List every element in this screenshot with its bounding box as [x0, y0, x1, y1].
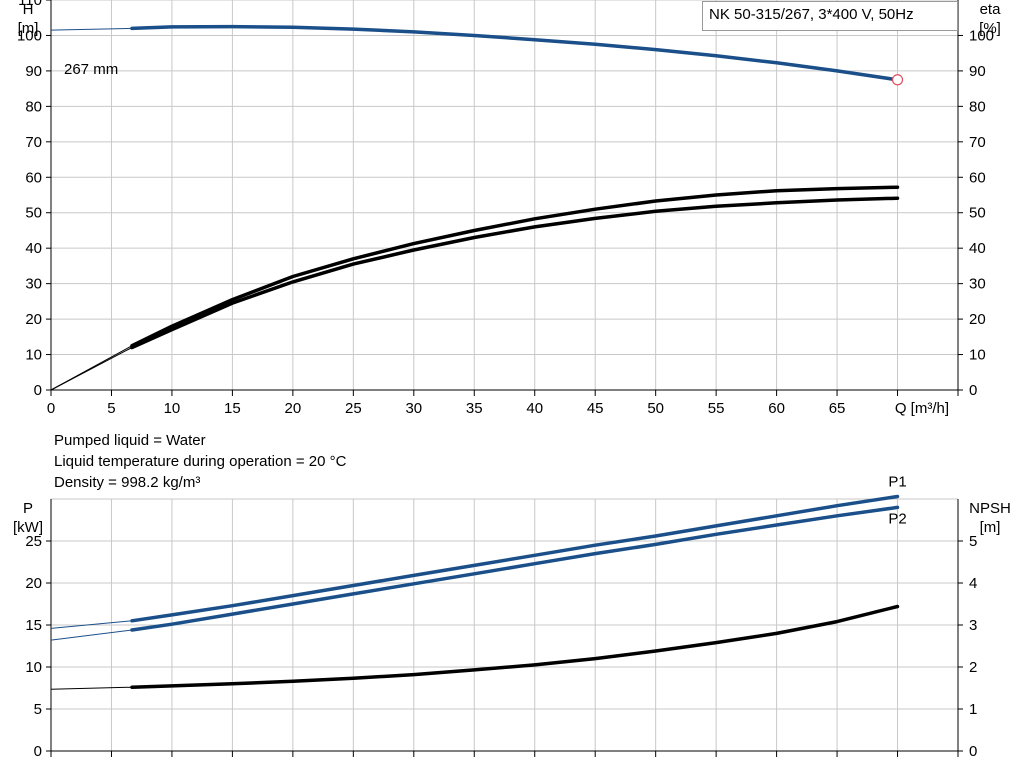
y-tick-label-right: 80 [969, 98, 986, 115]
y-tick-label-left: 50 [25, 205, 42, 222]
x-tick-label: 15 [224, 400, 241, 417]
y-tick-label-right: 1 [969, 701, 977, 718]
series-label-P1: P1 [888, 473, 906, 490]
series-NPSH-line [130, 604, 900, 689]
y-tick-label-left: 60 [25, 169, 42, 186]
info-density: Density = 998.2 kg/m³ [54, 474, 201, 491]
x-tick-label: 60 [768, 400, 785, 417]
y-tick-label-right: 0 [969, 382, 977, 399]
y-axis-label-left: H [23, 1, 34, 18]
x-tick-label: 50 [647, 400, 664, 417]
y-tick-label-right: 4 [969, 575, 977, 592]
y-axis-unit-left: [m] [18, 20, 39, 37]
y-tick-label-left: 90 [25, 63, 42, 80]
y-tick-label-right: 2 [969, 659, 977, 676]
y-tick-label-right: 60 [969, 169, 986, 186]
x-tick-label: 30 [405, 400, 422, 417]
x-tick-label: 45 [587, 400, 604, 417]
y-axis-label-right: NPSH [969, 500, 1011, 517]
y-tick-label-right: 90 [969, 63, 986, 80]
y-tick-label-left: 40 [25, 240, 42, 257]
y-tick-label-right: 50 [969, 205, 986, 222]
y-tick-label-right: 3 [969, 617, 977, 634]
y-tick-label-left: 110 [18, 0, 42, 9]
pump-title: NK 50-315/267, 3*400 V, 50Hz [702, 1, 958, 31]
y-tick-label-right: 20 [969, 311, 986, 328]
y-tick-label-left: 0 [34, 743, 42, 760]
y-axis-unit-right: [m] [980, 519, 1001, 536]
y-tick-label-left: 0 [34, 382, 42, 399]
series-P2-extension [50, 629, 133, 641]
x-tick-label: 10 [164, 400, 181, 417]
y-axis-label-right: eta [980, 1, 1002, 18]
y-tick-label-left: 30 [25, 276, 42, 293]
x-tick-label: 40 [526, 400, 543, 417]
x-tick-label: 55 [708, 400, 725, 417]
y-tick-label-right: 5 [969, 533, 977, 550]
series-P2-line [130, 505, 900, 632]
x-tick-label: 0 [47, 400, 55, 417]
y-axis-label-left: P [23, 500, 33, 517]
y-tick-label-right: 70 [969, 134, 986, 151]
series-H-line [130, 24, 900, 82]
operating-point-marker [891, 74, 904, 86]
y-tick-label-left: 20 [25, 575, 42, 592]
series-H-extension [50, 27, 133, 31]
y-tick-label-right: 0 [969, 743, 977, 760]
series-eta2-line [130, 196, 900, 350]
y-tick-label-left: 25 [25, 533, 42, 550]
y-tick-label-left: 15 [25, 617, 42, 634]
impeller-diameter-label: 267 mm [64, 61, 118, 78]
y-tick-label-left: 5 [34, 701, 42, 718]
power-npsh-chart: 0 5 10 15 20 25 0 1 2 3 4 5 P [kW] NPSH [m] P1 P2 [13, 473, 1011, 760]
series-P1-line [130, 494, 900, 623]
x-tick-label: 5 [107, 400, 115, 417]
y-tick-label-left: 10 [25, 347, 42, 364]
y-tick-label-left: 100 [17, 27, 42, 44]
series-eta-line [130, 185, 900, 348]
y-tick-label-right: 30 [969, 276, 986, 293]
y-axis-unit-right: [%] [979, 20, 1001, 37]
y-tick-label-right: 40 [969, 240, 986, 257]
head-efficiency-chart: 0102030405060708090100110010203040506070… [17, 0, 1001, 417]
series-NPSH-extension [50, 686, 133, 690]
info-liquid-temperature: Liquid temperature during operation = 20… [54, 453, 347, 470]
y-axis-unit-left: [kW] [13, 519, 43, 536]
series-P1-extension [50, 620, 133, 629]
y-tick-label-right: 10 [969, 347, 986, 364]
y-tick-label-left: 80 [25, 98, 42, 115]
info-pumped-liquid: Pumped liquid = Water [54, 432, 206, 449]
y-tick-label-right: 100 [969, 27, 994, 44]
y-tick-label-left: 10 [25, 659, 42, 676]
x-tick-label: 65 [829, 400, 846, 417]
x-tick-label: 20 [285, 400, 302, 417]
series-eta2-extension [50, 347, 133, 391]
x-tick-label: 25 [345, 400, 362, 417]
y-tick-label-left: 20 [25, 311, 42, 328]
x-tick-label: 35 [466, 400, 483, 417]
series-label-P2: P2 [888, 510, 906, 527]
x-axis-label: Q [m³/h] [895, 400, 949, 417]
y-tick-label-left: 70 [25, 134, 42, 151]
